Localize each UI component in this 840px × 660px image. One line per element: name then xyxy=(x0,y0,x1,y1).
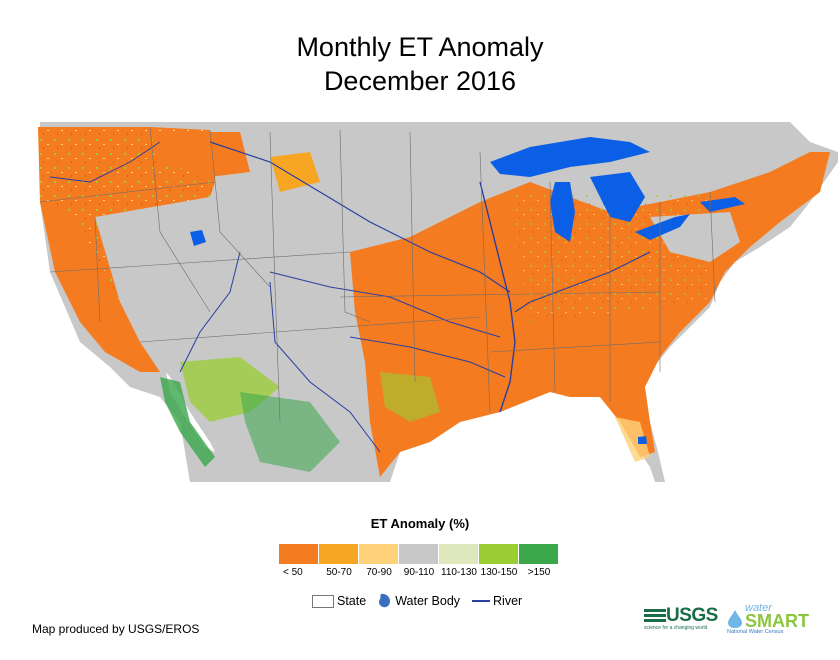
legend-swatch xyxy=(319,544,359,564)
watersmart-sub: National Water Census xyxy=(727,629,784,635)
legend-class-label: 70-90 xyxy=(366,567,392,578)
water-drop-icon xyxy=(728,610,742,628)
river-rio-grande xyxy=(269,281,381,453)
legend-state: State xyxy=(312,594,366,608)
legend-swatch xyxy=(399,544,439,564)
map-subtitle: December 2016 xyxy=(323,66,517,96)
water-body-icon xyxy=(379,593,391,608)
lake-superior xyxy=(490,137,650,177)
legend-swatch xyxy=(359,544,399,564)
watersmart-top: water xyxy=(745,602,772,614)
usgs-wordmark: USGS xyxy=(666,605,718,626)
et-anomaly-map xyxy=(10,122,838,482)
lake-michigan xyxy=(550,182,575,242)
river-arkansas xyxy=(269,271,501,338)
region-florida-light xyxy=(615,417,650,462)
legend-title: ET Anomaly (%) xyxy=(370,516,470,531)
watersmart-logo: water SMART National Water Census xyxy=(727,602,809,636)
region-baja xyxy=(160,377,215,467)
region-california xyxy=(40,202,160,372)
legend-water-body-label: Water Body xyxy=(395,594,461,608)
gulf-of-mexico xyxy=(390,392,655,482)
legend-class-label: 50-70 xyxy=(326,567,352,578)
river-red xyxy=(349,336,506,378)
legend-class-label: < 50 xyxy=(283,567,303,578)
atlantic xyxy=(640,162,838,482)
state-borders xyxy=(39,126,716,423)
legend-river: River xyxy=(472,594,522,608)
lake-okeechobee xyxy=(638,436,647,444)
state-symbol xyxy=(312,594,334,608)
usgs-logo: USGS science for a changing world xyxy=(644,605,718,631)
region-montana-patch xyxy=(150,132,250,177)
legend-swatch xyxy=(479,544,519,564)
legend-class-label: 110-130 xyxy=(441,567,477,578)
legend-class-label: 130-150 xyxy=(480,567,518,578)
river-mississippi xyxy=(479,181,516,413)
legend-swatches xyxy=(279,544,559,564)
legend-water-body: Water Body xyxy=(378,593,460,609)
river-missouri xyxy=(209,141,511,293)
usgs-wave-icon xyxy=(644,609,666,622)
legend-swatch xyxy=(439,544,479,564)
river-columbia xyxy=(49,141,161,183)
legend-river-label: River xyxy=(493,594,523,608)
legend-class-label: >150 xyxy=(527,567,551,578)
river-symbol xyxy=(472,600,491,602)
region-great-basin xyxy=(95,197,270,332)
river-ohio xyxy=(514,251,651,313)
region-texas-green xyxy=(380,372,440,422)
river-colorado xyxy=(179,251,241,373)
usgs-tagline: science for a changing world xyxy=(644,625,708,631)
map-title: Monthly ET Anomaly xyxy=(296,32,544,62)
region-mexico-green xyxy=(240,392,340,472)
great-salt-lake xyxy=(190,230,206,246)
legend-swatch xyxy=(279,544,319,564)
map-credit: Map produced by USGS/EROS xyxy=(32,622,200,636)
legend-class-label: 90-110 xyxy=(403,567,435,578)
reference-legend: State Water Body River xyxy=(312,593,534,609)
legend-labels: < 50 50-70 70-90 90-110 110-130 130-150 >150 xyxy=(279,567,559,578)
lake-huron xyxy=(590,172,645,222)
legend-swatch xyxy=(519,544,559,564)
canada-east-white xyxy=(790,122,838,152)
ocean-west xyxy=(10,122,190,482)
region-dakota-patch xyxy=(270,152,320,192)
watersmart-main: SMART xyxy=(745,611,809,631)
lake-erie xyxy=(635,214,690,240)
legend-state-label: State xyxy=(337,594,367,608)
lake-ontario xyxy=(700,197,745,212)
